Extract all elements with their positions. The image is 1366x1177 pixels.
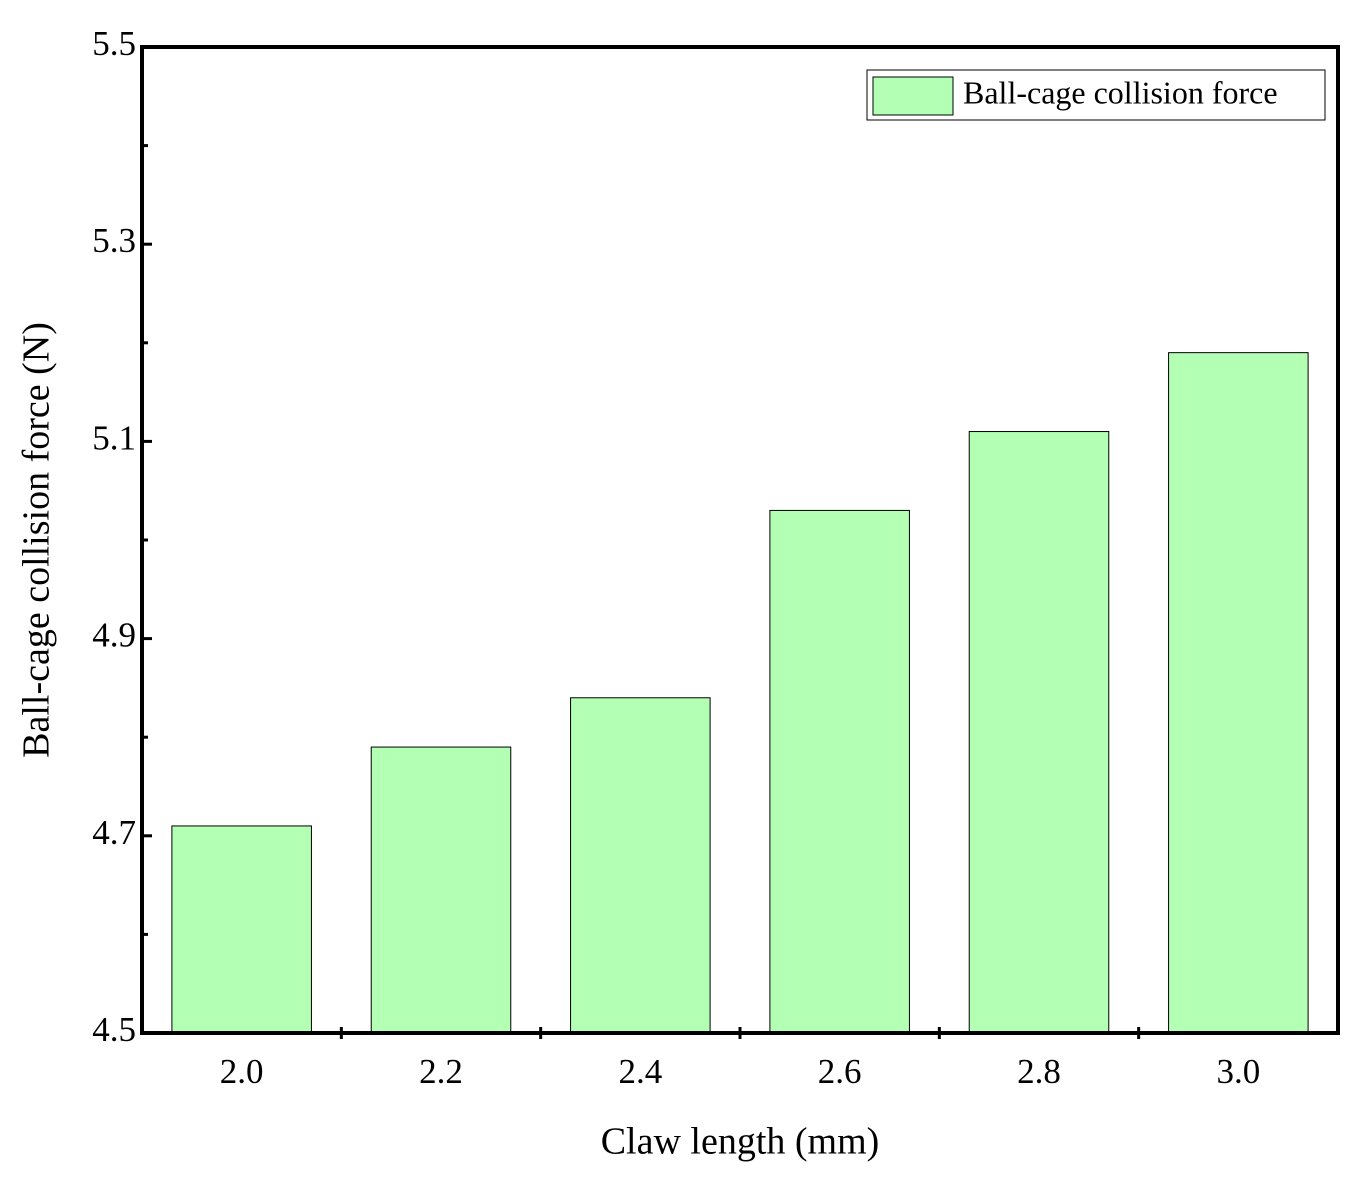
- bar: [171, 825, 312, 1034]
- x-tick-label: 2.6: [818, 1052, 862, 1091]
- bar: [769, 509, 910, 1034]
- bar: [570, 697, 711, 1034]
- y-tick-label: 4.7: [92, 813, 136, 852]
- x-tick-label: 2.0: [220, 1052, 264, 1091]
- y-tick-label: 4.5: [92, 1010, 136, 1049]
- bar: [370, 746, 512, 1034]
- bar: [1168, 352, 1309, 1034]
- y-axis-label: Ball-cage collision force (N): [16, 322, 58, 758]
- x-tick-label: 2.2: [419, 1052, 463, 1091]
- x-tick-label: 2.8: [1017, 1052, 1061, 1091]
- y-tick-label: 5.3: [92, 221, 136, 260]
- bar: [968, 431, 1110, 1034]
- y-tick-label: 4.9: [92, 616, 136, 655]
- x-tick-label: 3.0: [1216, 1052, 1260, 1091]
- x-tick-label: 2.4: [618, 1052, 662, 1091]
- legend-label: Ball-cage collision force: [963, 74, 1278, 110]
- y-tick-label: 5.5: [92, 24, 136, 63]
- legend-swatch: [872, 76, 954, 116]
- plot-frame: [140, 45, 1340, 1035]
- x-axis-label: Claw length (mm): [601, 1121, 880, 1163]
- y-tick-label: 5.1: [92, 418, 136, 457]
